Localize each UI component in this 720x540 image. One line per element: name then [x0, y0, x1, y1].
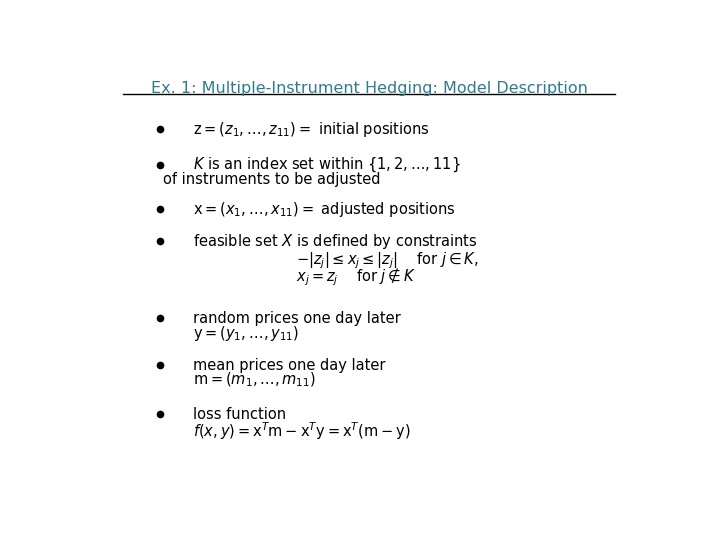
Text: loss function: loss function — [193, 407, 287, 422]
Text: of instruments to be adjusted: of instruments to be adjusted — [163, 172, 380, 187]
Text: Ex. 1: Multiple-Instrument Hedging: Model Description: Ex. 1: Multiple-Instrument Hedging: Mode… — [150, 80, 588, 96]
Text: $f(x, y) = \mathrm{x}^T\mathrm{m} - \mathrm{x}^T\mathrm{y} = \mathrm{x}^T(\mathr: $f(x, y) = \mathrm{x}^T\mathrm{m} - \mat… — [193, 421, 411, 442]
Text: $x_j = z_j \quad$ for $j \notin K$: $x_j = z_j \quad$ for $j \notin K$ — [297, 266, 416, 288]
Text: $\mathrm{x} = (x_1, \ldots, x_{11}) = $ adjusted positions: $\mathrm{x} = (x_1, \ldots, x_{11}) = $ … — [193, 200, 456, 219]
Text: random prices one day later: random prices one day later — [193, 311, 401, 326]
Text: $\mathrm{z} = (z_1, \ldots, z_{11}) = $ initial positions: $\mathrm{z} = (z_1, \ldots, z_{11}) = $ … — [193, 120, 430, 139]
Text: $\mathrm{y} = (y_1, \ldots, y_{11})$: $\mathrm{y} = (y_1, \ldots, y_{11})$ — [193, 324, 300, 343]
Text: feasible set $X$ is defined by constraints: feasible set $X$ is defined by constrain… — [193, 232, 478, 251]
Text: $-|z_j| \leq x_j \leq |z_j|\quad$ for $j \in K,$: $-|z_j| \leq x_j \leq |z_j|\quad$ for $j… — [297, 250, 480, 271]
Text: $\mathrm{m} = (m_1, \ldots, m_{11})$: $\mathrm{m} = (m_1, \ldots, m_{11})$ — [193, 371, 316, 389]
Text: $K$ is an index set within $\{1, 2, \ldots, 11\}$: $K$ is an index set within $\{1, 2, \ldo… — [193, 156, 461, 174]
Text: mean prices one day later: mean prices one day later — [193, 357, 386, 373]
